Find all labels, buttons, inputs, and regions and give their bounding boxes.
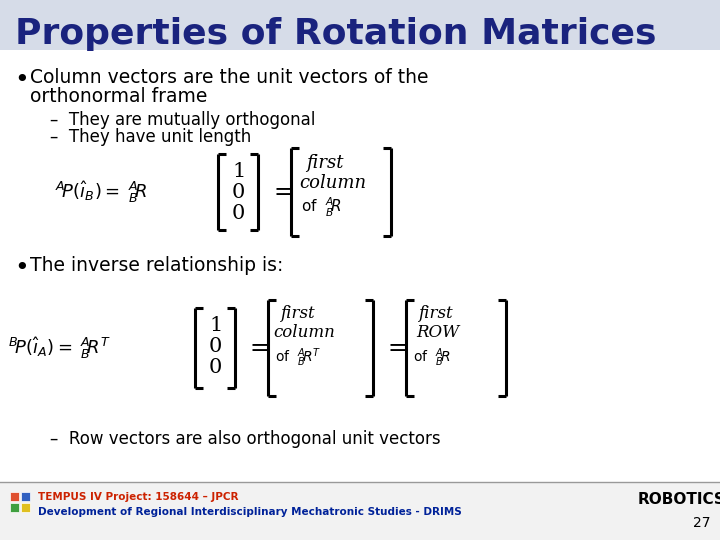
Text: ROW: ROW <box>416 324 459 341</box>
Text: of  ${}^{A}_{B}\!R$: of ${}^{A}_{B}\!R$ <box>413 346 451 369</box>
Text: 0: 0 <box>232 183 246 202</box>
Text: 1: 1 <box>232 162 246 181</box>
Text: ${}^{B}\!P(\hat{\imath}_{A}) = \;{}^{A}_{B}\!R^{T}$: ${}^{B}\!P(\hat{\imath}_{A}) = \;{}^{A}_… <box>8 335 111 361</box>
Text: first: first <box>280 305 315 322</box>
Bar <box>10 503 19 512</box>
Text: first: first <box>418 305 453 322</box>
Text: =: = <box>388 336 408 360</box>
Text: –  They are mutually orthogonal: – They are mutually orthogonal <box>50 111 315 129</box>
Text: •: • <box>14 256 29 280</box>
Text: of  ${}^{A}_{B}\!R$: of ${}^{A}_{B}\!R$ <box>301 196 342 219</box>
Text: 0: 0 <box>232 204 246 223</box>
Text: first: first <box>306 154 343 172</box>
Text: Properties of Rotation Matrices: Properties of Rotation Matrices <box>15 17 657 51</box>
Text: –  Row vectors are also orthogonal unit vectors: – Row vectors are also orthogonal unit v… <box>50 430 441 448</box>
Text: 27: 27 <box>693 516 710 530</box>
Text: Development of Regional Interdisciplinary Mechatronic Studies - DRIMS: Development of Regional Interdisciplinar… <box>38 507 462 517</box>
Text: of  ${}^{A}_{B}\!R^{T}$: of ${}^{A}_{B}\!R^{T}$ <box>275 346 321 369</box>
FancyBboxPatch shape <box>0 482 720 540</box>
Text: –  They have unit length: – They have unit length <box>50 128 251 146</box>
Bar <box>10 492 19 501</box>
Text: The inverse relationship is:: The inverse relationship is: <box>30 256 284 275</box>
FancyBboxPatch shape <box>0 0 720 50</box>
Bar <box>21 492 30 501</box>
Text: =: = <box>273 180 293 204</box>
Text: ${}^{A}\!P(\hat{\imath}_{B}) = \;{}^{A}_{B}\!R$: ${}^{A}\!P(\hat{\imath}_{B}) = \;{}^{A}_… <box>55 179 148 205</box>
Text: =: = <box>250 336 270 360</box>
Text: orthonormal frame: orthonormal frame <box>30 87 207 106</box>
Bar <box>21 503 30 512</box>
Text: column: column <box>273 324 335 341</box>
Text: 0: 0 <box>209 358 222 377</box>
Text: ROBOTICS: ROBOTICS <box>638 492 720 508</box>
Text: column: column <box>299 174 366 192</box>
Text: TEMPUS IV Project: 158644 – JPCR: TEMPUS IV Project: 158644 – JPCR <box>38 492 238 502</box>
Text: •: • <box>14 68 29 92</box>
Text: Column vectors are the unit vectors of the: Column vectors are the unit vectors of t… <box>30 68 428 87</box>
Text: 1: 1 <box>209 316 222 335</box>
Text: 0: 0 <box>209 337 222 356</box>
